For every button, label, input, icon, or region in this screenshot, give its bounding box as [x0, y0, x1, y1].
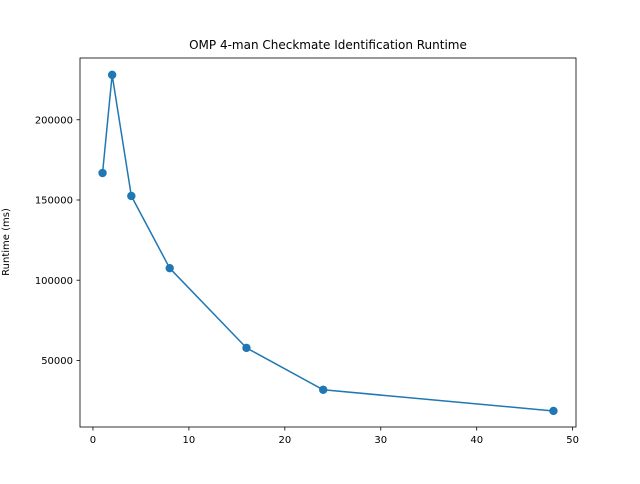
data-point [549, 406, 558, 416]
series-line [101, 74, 554, 412]
y-tick-label: 100000 [35, 276, 73, 287]
plot-area: 0 10 20 30 40 50 50000 100000 150000 200000 [35, 70, 579, 446]
x-tick-label: 10 [183, 435, 196, 446]
data-point [98, 168, 107, 178]
plot-frame [79, 57, 577, 428]
data-point [242, 343, 251, 353]
y-tick-label: 50000 [41, 356, 73, 367]
data-point [107, 70, 117, 80]
y-axis-label: Runtime (ms) [1, 208, 12, 276]
x-tick-label: 0 [90, 435, 96, 446]
x-tick-label: 40 [470, 435, 483, 446]
data-point [165, 263, 174, 273]
x-tick-label: 50 [566, 435, 579, 446]
x-tick-label: 20 [278, 435, 291, 446]
chart-title: OMP 4-man Checkmate Identification Runti… [189, 38, 467, 52]
y-tick-label: 200000 [35, 115, 73, 126]
y-tick-label: 150000 [35, 196, 73, 207]
data-point [127, 191, 136, 201]
data-point [319, 385, 328, 394]
x-tick-label: 30 [374, 435, 387, 446]
